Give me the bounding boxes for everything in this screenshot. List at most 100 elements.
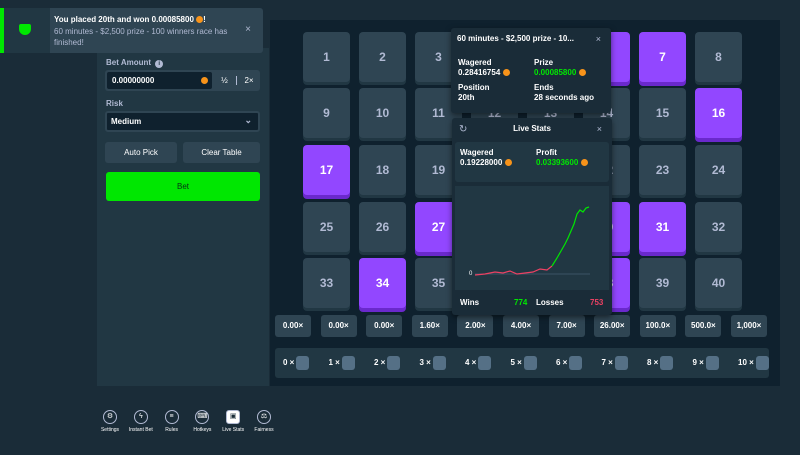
- live-stats-icon: ▣: [226, 410, 241, 424]
- footer-fairness[interactable]: ⚖ Fairness: [249, 410, 279, 433]
- hit-count-0: 0 ×: [283, 356, 310, 370]
- hit-count-8: 8 ×: [647, 356, 674, 370]
- clear-table-button[interactable]: Clear Table: [183, 142, 260, 163]
- trophy-icon: [19, 24, 31, 35]
- gem-slot: [614, 356, 628, 370]
- gem-slot: [387, 356, 401, 370]
- tile-34[interactable]: 34: [359, 258, 406, 308]
- race-prize-value: 0.00085800: [534, 68, 586, 77]
- live-stats-title: Live Stats: [513, 124, 551, 133]
- bet-button[interactable]: Bet: [106, 172, 260, 201]
- tile-10[interactable]: 10: [359, 88, 406, 138]
- tile-24[interactable]: 24: [695, 145, 742, 195]
- bet-amount-group: 0.00000000 ½ 2×: [105, 70, 260, 91]
- risk-value: Medium: [111, 117, 142, 126]
- gem-slot: [341, 356, 355, 370]
- tile-7[interactable]: 7: [639, 32, 686, 82]
- footer-label: Live Stats: [222, 427, 245, 433]
- live-stats-popup: Live Stats ↻ × Wagered 0.19228000 Profit…: [452, 118, 612, 315]
- rules-icon: ≡: [164, 410, 179, 424]
- tile-16[interactable]: 16: [695, 88, 742, 138]
- multiplier-10: 1,000×: [731, 315, 767, 337]
- bitcoin-icon: [196, 16, 204, 24]
- gem-slot: [569, 356, 583, 370]
- footer-instant-bet[interactable]: ϟ Instant Bet: [126, 410, 156, 433]
- tile-18[interactable]: 18: [359, 145, 406, 195]
- profit-chart: 0: [455, 186, 609, 290]
- multiplier-5: 4.00×: [503, 315, 539, 337]
- multiplier-8: 100.0×: [639, 315, 676, 337]
- profit-line: [551, 206, 590, 267]
- multiplier-1: 0.00×: [320, 315, 357, 337]
- close-icon[interactable]: ×: [596, 124, 602, 134]
- tile-1[interactable]: 1: [303, 32, 350, 82]
- gem-slot: [432, 356, 446, 370]
- stats-wagered-value: 0.19228000: [460, 158, 512, 167]
- gem-slot: [660, 356, 674, 370]
- stats-wagered-label: Wagered: [460, 148, 494, 157]
- race-popup: 60 minutes - $2,500 prize - 10... × Wage…: [451, 28, 611, 113]
- losses-value: 753: [590, 298, 604, 307]
- risk-select[interactable]: Medium ⌄: [105, 111, 260, 132]
- auto-pick-button[interactable]: Auto Pick: [105, 142, 177, 163]
- footer-hotkeys[interactable]: ⌨ Hotkeys: [187, 410, 217, 433]
- bet-amount-input[interactable]: 0.00000000: [107, 72, 212, 89]
- half-button[interactable]: ½: [221, 76, 228, 85]
- tile-15[interactable]: 15: [639, 88, 686, 138]
- multiplier-2: 0.00×: [366, 315, 403, 337]
- tile-8[interactable]: 8: [695, 32, 742, 82]
- race-wagered-value: 0.28416754: [458, 68, 510, 77]
- close-icon[interactable]: ×: [595, 34, 601, 44]
- zero-label: 0: [469, 271, 473, 277]
- multiplier-4: 2.00×: [457, 315, 494, 337]
- bitcoin-icon: [504, 159, 512, 167]
- refresh-icon[interactable]: ↻: [459, 124, 468, 135]
- race-position-label: Position: [458, 83, 490, 92]
- hits-bar: [275, 348, 769, 378]
- multiplier-9: 500.0×: [685, 315, 722, 337]
- hit-count-4: 4 ×: [465, 356, 492, 370]
- tile-9[interactable]: 9: [303, 88, 350, 138]
- gem-slot: [523, 356, 537, 370]
- hit-count-7: 7 ×: [602, 356, 628, 370]
- hit-count-2: 2 ×: [374, 356, 401, 370]
- tile-2[interactable]: 2: [359, 32, 406, 82]
- tile-26[interactable]: 26: [359, 202, 406, 252]
- hit-count-1: 1 ×: [329, 356, 355, 370]
- bet-amount-label: Bet Amount i: [106, 58, 164, 68]
- divider: [236, 76, 237, 85]
- footer-label: Fairness: [254, 427, 274, 433]
- race-wagered-label: Wagered: [458, 58, 492, 67]
- info-icon[interactable]: i: [155, 60, 164, 68]
- risk-label: Risk: [106, 99, 123, 108]
- bet-amount-value: 0.00000000: [112, 76, 155, 85]
- tile-39[interactable]: 39: [639, 258, 686, 308]
- stats-profit-label: Profit: [536, 148, 557, 157]
- win-notification: You placed 20th and won 0.00085800 ! 60 …: [0, 8, 263, 53]
- footer-settings[interactable]: ⚙ Settings: [95, 410, 125, 433]
- tile-40[interactable]: 40: [695, 258, 742, 308]
- footer-label: Hotkeys: [193, 427, 212, 433]
- multiplier-7: 26.00×: [594, 315, 631, 337]
- multiplier-0: 0.00×: [275, 315, 311, 337]
- tile-32[interactable]: 32: [695, 202, 742, 252]
- gem-slot: [755, 356, 769, 370]
- hit-count-3: 3 ×: [420, 356, 446, 370]
- tile-31[interactable]: 31: [639, 202, 686, 252]
- loss-line: [474, 265, 553, 276]
- multiplier-3: 1.60×: [411, 315, 448, 337]
- close-icon[interactable]: ×: [245, 24, 251, 35]
- tile-25[interactable]: 25: [303, 202, 350, 252]
- double-button[interactable]: 2×: [244, 76, 254, 85]
- tile-23[interactable]: 23: [639, 145, 686, 195]
- multiplier-6: 7.00×: [548, 315, 585, 337]
- footer-live-stats[interactable]: ▣ Live Stats: [218, 410, 248, 433]
- fairness-icon: ⚖: [257, 410, 271, 424]
- footer-label: Settings: [100, 427, 120, 433]
- tile-17[interactable]: 17: [303, 145, 350, 195]
- footer-rules[interactable]: ≡ Rules: [157, 410, 187, 433]
- race-position-value: 20th: [458, 93, 475, 102]
- stats-profit-value: 0.03393600: [536, 158, 588, 167]
- gem-slot: [296, 356, 310, 370]
- tile-33[interactable]: 33: [303, 258, 350, 308]
